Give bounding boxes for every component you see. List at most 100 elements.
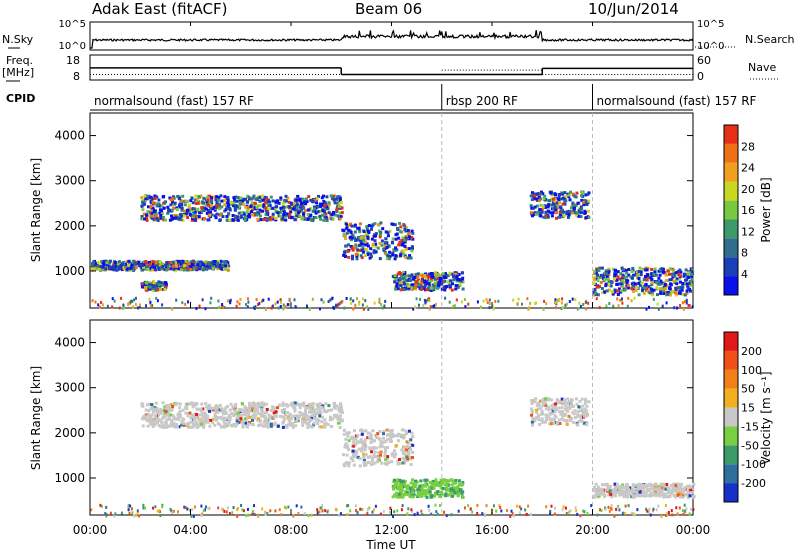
echo-cell	[151, 421, 155, 425]
echo-cell	[246, 214, 250, 218]
echo-cell	[395, 495, 399, 499]
echo-cell	[562, 210, 566, 214]
echo-cell	[379, 453, 382, 457]
echo-cell	[231, 511, 234, 515]
echo-cell	[185, 265, 189, 269]
echo-cell	[160, 421, 164, 425]
echo-cell	[376, 432, 380, 435]
echo-cell	[191, 413, 195, 417]
echo-cell	[428, 280, 432, 283]
echo-cell	[631, 266, 635, 270]
echo-cell	[663, 492, 667, 496]
echo-cell	[600, 266, 604, 270]
echo-cell	[386, 455, 390, 459]
echo-cell	[445, 285, 449, 288]
echo-cell	[544, 397, 548, 401]
echo-cell	[627, 273, 631, 277]
echo-cell	[378, 458, 382, 462]
echo-cell	[304, 202, 308, 206]
echo-cell	[404, 448, 408, 452]
echo-cell	[316, 508, 319, 512]
echo-cell	[206, 417, 210, 421]
echo-cell	[312, 205, 316, 209]
echo-cell	[558, 201, 561, 205]
echo-cell	[476, 504, 479, 507]
echo-cell	[313, 209, 317, 213]
echo-cell	[250, 422, 254, 426]
noise-traces: 10^510^010^510^0	[8, 19, 735, 52]
echo-cell	[358, 300, 361, 304]
echo-cell	[622, 276, 626, 280]
echo-cell	[148, 285, 152, 289]
echo-cell	[256, 196, 260, 200]
echo-cell	[645, 287, 649, 291]
echo-cell	[434, 277, 437, 281]
echo-cell	[253, 212, 257, 215]
echo-cell	[610, 290, 614, 294]
echo-cell	[223, 203, 227, 206]
echo-cell	[200, 206, 204, 210]
echo-cell	[378, 445, 382, 449]
echo-cell	[276, 300, 279, 304]
echo-cell	[427, 272, 431, 276]
echo-cell	[607, 273, 611, 277]
echo-cell	[211, 263, 214, 267]
echo-cell	[625, 483, 629, 487]
echo-cell	[257, 424, 261, 427]
echo-cell	[586, 209, 590, 213]
echo-cell	[181, 408, 185, 412]
echo-cell	[323, 418, 327, 422]
echo-cell	[258, 214, 262, 218]
echo-cell	[569, 509, 572, 513]
echo-cell	[215, 407, 219, 411]
echo-cell	[584, 409, 588, 413]
y-tick-label: 1000	[54, 471, 85, 485]
echo-cell	[237, 408, 241, 412]
echo-cell	[535, 403, 539, 407]
echo-cell	[155, 217, 159, 221]
freq-left-tick: 18	[66, 54, 80, 67]
echo-cell	[280, 409, 284, 413]
echo-cell	[603, 483, 607, 487]
echo-cell	[303, 199, 307, 203]
echo-cell	[583, 414, 586, 418]
echo-cell	[549, 197, 553, 201]
echo-cell	[540, 419, 544, 423]
echo-cell	[304, 416, 308, 420]
echo-cell	[407, 284, 411, 288]
echo-cell	[395, 248, 399, 252]
echo-cell	[102, 263, 106, 267]
echo-cell	[253, 410, 257, 414]
echo-cell	[155, 419, 159, 423]
echo-cell	[534, 408, 538, 412]
echo-cell	[360, 256, 364, 260]
echo-cell	[216, 422, 220, 426]
echo-cell	[534, 397, 538, 401]
echo-cell	[202, 421, 206, 425]
echo-cell	[608, 509, 611, 513]
echo-cell	[544, 205, 548, 209]
echo-cell	[399, 288, 403, 292]
echo-cell	[530, 420, 534, 424]
echo-cell	[565, 210, 569, 214]
echo-cell	[383, 440, 386, 444]
echo-cell	[326, 423, 330, 427]
echo-cell	[674, 286, 678, 290]
echo-cell	[676, 493, 680, 497]
echo-cell	[227, 212, 231, 216]
colorbar-swatch	[724, 332, 738, 351]
echo-cell	[306, 417, 310, 421]
echo-cell	[557, 198, 561, 202]
echo-cell	[158, 211, 162, 215]
echo-cell	[586, 512, 589, 515]
echo-cell	[381, 441, 385, 445]
echo-cell	[672, 268, 676, 272]
echo-cell	[352, 463, 356, 467]
echo-cell	[244, 205, 248, 209]
echo-cell	[555, 399, 559, 403]
echo-cell	[342, 453, 345, 457]
echo-cell	[383, 446, 387, 450]
echo-cell	[662, 289, 665, 293]
echo-cell	[568, 510, 571, 514]
echo-cell	[218, 305, 220, 309]
